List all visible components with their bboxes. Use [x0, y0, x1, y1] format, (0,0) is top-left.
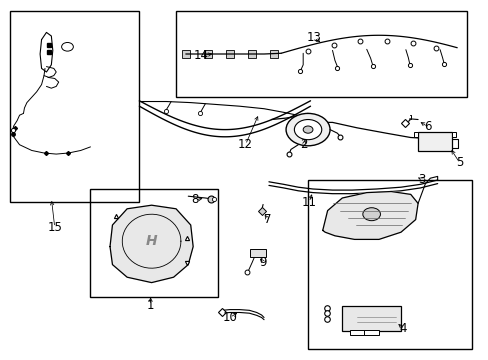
Circle shape: [362, 208, 380, 221]
Circle shape: [294, 120, 321, 140]
Bar: [176, 11, 466, 97]
Text: 6: 6: [423, 120, 431, 133]
Text: H: H: [145, 234, 157, 248]
Polygon shape: [322, 192, 417, 239]
Polygon shape: [110, 205, 193, 283]
Bar: [451, 132, 455, 137]
Text: 4: 4: [399, 322, 407, 335]
Text: 14: 14: [194, 49, 208, 62]
Bar: [247, 50, 255, 58]
Bar: [417, 132, 451, 151]
Circle shape: [61, 42, 73, 51]
Text: 12: 12: [238, 138, 252, 151]
Text: 2: 2: [300, 138, 307, 151]
Bar: [203, 50, 211, 58]
Text: 7: 7: [264, 213, 271, 226]
Bar: [10, 11, 139, 202]
Bar: [413, 132, 417, 137]
Text: 8: 8: [190, 193, 198, 206]
Bar: [307, 180, 471, 349]
Text: 9: 9: [259, 256, 266, 269]
Bar: [269, 50, 277, 58]
Bar: [225, 50, 233, 58]
Text: 5: 5: [455, 156, 463, 169]
Text: 10: 10: [222, 311, 237, 324]
Text: 13: 13: [306, 31, 321, 44]
Bar: [349, 330, 364, 335]
Text: 11: 11: [301, 196, 316, 209]
Circle shape: [285, 113, 329, 146]
Text: 15: 15: [47, 221, 62, 234]
Bar: [90, 189, 217, 297]
Bar: [250, 249, 265, 257]
Bar: [342, 306, 400, 331]
Circle shape: [303, 126, 312, 133]
Bar: [364, 330, 378, 335]
Text: 3: 3: [417, 173, 425, 186]
Text: 1: 1: [146, 299, 154, 312]
Bar: [182, 50, 189, 58]
